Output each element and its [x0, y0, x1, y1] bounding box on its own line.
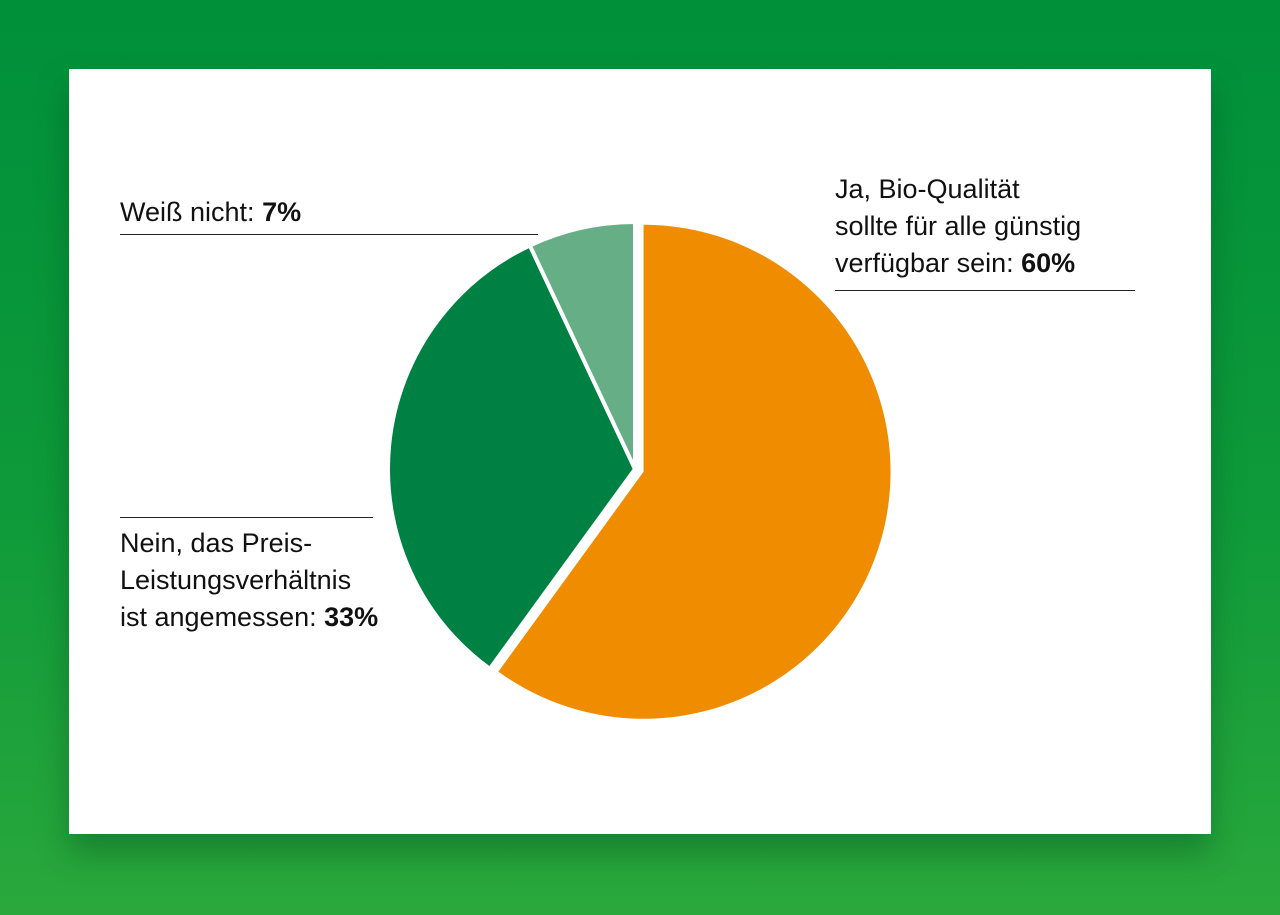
label-no-line-3: ist angemessen: 33%	[120, 599, 378, 636]
label-yes-line-1: Ja, Bio-Qualität	[835, 174, 1020, 204]
label-yes-line-3: verfügbar sein: 60%	[835, 245, 1081, 282]
label-no-text: ist angemessen:	[120, 602, 317, 632]
label-yes: Ja, Bio-Qualität sollte für alle günstig…	[835, 171, 1081, 282]
label-yes-text: verfügbar sein:	[835, 248, 1014, 278]
label-no-line-2: Leistungsverhältnis	[120, 565, 352, 595]
label-no: Nein, das Preis- Leistungsverhältnis ist…	[120, 525, 378, 636]
pie-slice-2	[386, 243, 637, 671]
label-yes-value: 60%	[1021, 248, 1076, 278]
label-dont-know-value: 7%	[262, 197, 302, 227]
pie-chart	[386, 220, 891, 719]
label-yes-rule	[835, 290, 1135, 291]
label-dont-know-line: Weiß nicht: 7%	[120, 194, 301, 231]
label-dont-know: Weiß nicht: 7%	[120, 194, 301, 231]
label-no-line-1: Nein, das Preis-	[120, 528, 313, 558]
pie-slice-3	[527, 220, 637, 471]
label-no-value: 33%	[324, 602, 379, 632]
pie-slice-1	[498, 224, 891, 719]
label-dont-know-text: Weiß nicht:	[120, 197, 255, 227]
label-no-rule	[120, 517, 373, 518]
label-dont-know-rule	[120, 234, 538, 235]
label-yes-line-2: sollte für alle günstig	[835, 211, 1082, 241]
chart-card: Ja, Bio-Qualität sollte für alle günstig…	[69, 69, 1211, 834]
